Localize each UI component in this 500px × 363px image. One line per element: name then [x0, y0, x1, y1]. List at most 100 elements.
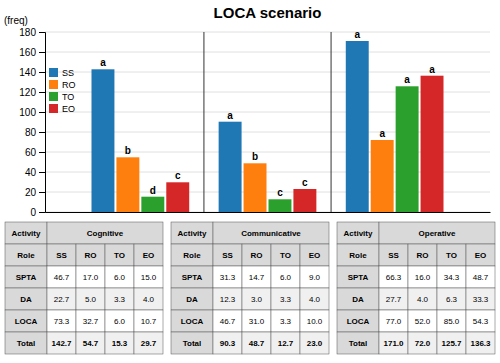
- table-text: Operative: [419, 229, 456, 238]
- table-text: 17.0: [83, 273, 99, 282]
- table-text: 31.3: [220, 273, 236, 282]
- table-text: 3.0: [251, 295, 263, 304]
- table-text: 22.7: [54, 295, 70, 304]
- y-tick-label: 80: [25, 127, 37, 138]
- bar-label: a: [379, 128, 385, 139]
- table-text: 15.3: [112, 339, 128, 348]
- table-text: LOCA: [15, 317, 38, 326]
- table-cell: [76, 332, 105, 354]
- plot: 020406080100120140160180aaabbadcaccaSSRO…: [19, 27, 490, 218]
- table-text: 136.3: [470, 339, 491, 348]
- table-cell: [5, 222, 47, 244]
- table-text: EO: [309, 251, 321, 260]
- table-text: 27.7: [386, 295, 402, 304]
- y-tick-label: 20: [25, 187, 37, 198]
- y-tick-mark: [39, 72, 45, 73]
- y-tick: 40: [25, 167, 45, 178]
- table-text: TO: [280, 251, 291, 260]
- table-text: 15.0: [141, 273, 157, 282]
- table-text: 125.7: [441, 339, 462, 348]
- y-axis: 020406080100120140160180: [19, 27, 45, 218]
- table-text: 48.7: [473, 273, 489, 282]
- table-text: 46.7: [54, 273, 70, 282]
- chart: LOCA scenario(freq)020406080100120140160…: [0, 0, 500, 363]
- bar: [219, 122, 242, 212]
- table-cell: [300, 310, 329, 332]
- table-text: 4.0: [417, 295, 429, 304]
- table-cell: [213, 222, 329, 244]
- table-text: 29.7: [141, 339, 157, 348]
- table-text: 54.7: [83, 339, 99, 348]
- table-cell: [437, 288, 466, 310]
- y-tick: 100: [19, 107, 45, 118]
- y-tick-label: 180: [19, 27, 36, 38]
- table-cell: [337, 266, 379, 288]
- bar: [244, 163, 267, 212]
- table-text: 52.0: [415, 317, 431, 326]
- table-cell: [134, 288, 163, 310]
- table-text: 5.0: [85, 295, 97, 304]
- bar-label: a: [429, 64, 435, 75]
- y-tick-mark: [39, 192, 45, 193]
- table-cell: [105, 288, 134, 310]
- table-text: RO: [251, 251, 263, 260]
- bar-label: b: [252, 151, 258, 162]
- table-text: 66.3: [386, 273, 402, 282]
- group-separator: [331, 32, 332, 212]
- bar-label: c: [302, 177, 308, 188]
- x-axis-line: [46, 212, 491, 213]
- grid: [45, 32, 490, 212]
- bar-label: d: [150, 185, 156, 196]
- table-cell: [271, 244, 300, 266]
- table-cell: [379, 244, 408, 266]
- table-text: 48.7: [249, 339, 265, 348]
- table-text: SS: [222, 251, 233, 260]
- legend-swatch: [49, 68, 58, 77]
- table-cell: [300, 266, 329, 288]
- table-cell: [171, 288, 213, 310]
- y-tick: 160: [19, 47, 45, 58]
- bar: [396, 86, 419, 212]
- table-text: 16.0: [415, 273, 431, 282]
- table-cell: [337, 222, 379, 244]
- table-text: 4.0: [309, 295, 321, 304]
- legend-swatch: [49, 80, 58, 89]
- y-tick: 80: [25, 127, 45, 138]
- table-text: RO: [85, 251, 97, 260]
- table-cell: [134, 310, 163, 332]
- y-tick-label: 0: [30, 207, 36, 218]
- table-cell: [105, 244, 134, 266]
- y-tick-mark: [39, 132, 45, 133]
- table-text: 3.3: [114, 295, 126, 304]
- table-text: 73.3: [54, 317, 70, 326]
- table-text: 10.7: [141, 317, 157, 326]
- y-tick-label: 60: [25, 147, 37, 158]
- table-text: 142.7: [51, 339, 72, 348]
- table-text: 90.3: [220, 339, 236, 348]
- table-text: 12.7: [278, 339, 294, 348]
- table-cell: [47, 244, 76, 266]
- table-cell: [408, 288, 437, 310]
- table-cell: [408, 244, 437, 266]
- table-text: 85.0: [444, 317, 460, 326]
- table-cell: [337, 332, 379, 354]
- table-text: 31.0: [249, 317, 265, 326]
- bar-label: b: [125, 145, 131, 156]
- y-tick-label: 120: [19, 87, 36, 98]
- table-text: DA: [186, 295, 198, 304]
- table-text: 6.0: [114, 317, 126, 326]
- group-separator: [203, 32, 204, 212]
- legend-label: SS: [62, 68, 74, 78]
- table-cell: [242, 288, 271, 310]
- table-text: Communicative: [241, 229, 301, 238]
- table-text: 14.7: [249, 273, 265, 282]
- table-text: 72.0: [415, 339, 431, 348]
- grid-line: [45, 52, 490, 53]
- table-text: 23.0: [307, 339, 323, 348]
- table-cell: [134, 244, 163, 266]
- table-text: LOCA: [347, 317, 370, 326]
- table-cell: [171, 222, 213, 244]
- table-cell: [337, 244, 379, 266]
- table-text: Cognitive: [87, 229, 124, 238]
- table-cell: [437, 332, 466, 354]
